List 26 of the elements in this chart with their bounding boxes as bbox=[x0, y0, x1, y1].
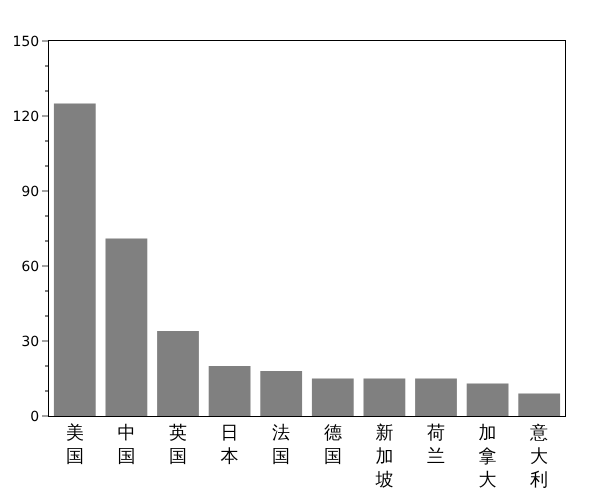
bar bbox=[415, 378, 457, 416]
y-tick-label: 60 bbox=[21, 258, 40, 275]
bar bbox=[364, 378, 406, 416]
x-tick-label: 法国 bbox=[272, 422, 290, 467]
x-tick-label: 美国 bbox=[66, 422, 84, 467]
x-tick-label: 中国 bbox=[117, 422, 136, 467]
y-tick-label: 30 bbox=[21, 334, 40, 350]
x-tick-label: 意大利 bbox=[529, 422, 548, 490]
bar bbox=[518, 394, 560, 416]
y-tick-label: 150 bbox=[12, 34, 40, 50]
y-tick-label: 90 bbox=[21, 184, 40, 200]
x-tick-label: 英国 bbox=[169, 422, 187, 467]
bar bbox=[260, 371, 302, 416]
x-tick-label: 加拿大 bbox=[478, 422, 497, 490]
bar bbox=[54, 104, 96, 416]
bar bbox=[106, 238, 148, 416]
x-tick-label: 荷兰 bbox=[427, 422, 445, 467]
x-tick-label: 德国 bbox=[324, 422, 342, 467]
bar bbox=[312, 378, 354, 416]
x-tick-label: 新加坡 bbox=[374, 422, 394, 490]
bar bbox=[157, 331, 199, 416]
bar bbox=[466, 384, 508, 416]
y-tick-label: 0 bbox=[30, 408, 40, 425]
x-tick-label: 日本 bbox=[220, 422, 239, 467]
y-tick-label: 120 bbox=[12, 108, 40, 125]
bar bbox=[208, 366, 250, 416]
